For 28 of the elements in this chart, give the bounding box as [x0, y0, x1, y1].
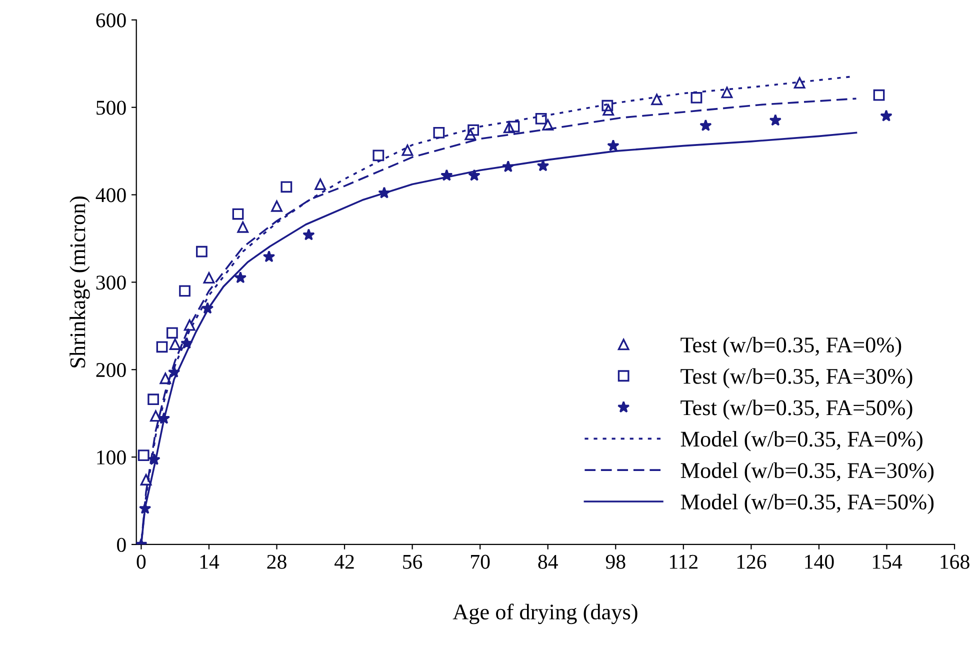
x-tick-label: 126 [737, 554, 766, 569]
legend-label: Test (w/b=0.35, FA=30%) [680, 368, 912, 388]
x-tick-label: 56 [403, 554, 422, 569]
y-tick-label: 200 [96, 363, 126, 378]
legend-label: Model (w/b=0.35, FA=0%) [680, 431, 922, 452]
x-tick-label: 14 [200, 554, 220, 569]
x-tick-label: 112 [670, 554, 698, 569]
x-tick-label: 70 [471, 554, 490, 569]
x-tick-label: 168 [940, 554, 970, 569]
y-tick-label: 100 [97, 450, 126, 464]
y-tick-label: 300 [96, 276, 126, 290]
y-tick-label: 0 [117, 538, 126, 552]
x-tick-label: 42 [334, 554, 354, 569]
y-tick-label: 400 [96, 188, 126, 202]
x-tick-label: 28 [267, 554, 286, 569]
x-tick-label: 154 [872, 554, 902, 569]
x-tick-label: 0 [136, 554, 146, 569]
legend-label: Model (w/b=0.35, FA=30%) [680, 462, 934, 483]
x-tick-label: 140 [805, 554, 834, 569]
legend-label: Test (w/b=0.35, FA=0%) [680, 336, 902, 357]
x-tick-label: 98 [606, 554, 626, 569]
x-tick-label: 84 [538, 554, 558, 569]
y-axis-title: Shrinkage (micron) [70, 196, 90, 368]
y-tick-label: 500 [96, 100, 126, 115]
y-tick-label: 600 [96, 13, 126, 28]
legend-label: Model (w/b=0.35, FA=50%) [680, 494, 934, 514]
legend-label: Test (w/b=0.35, FA=50%) [680, 400, 912, 420]
x-axis-title: Age of drying (days) [452, 604, 638, 624]
